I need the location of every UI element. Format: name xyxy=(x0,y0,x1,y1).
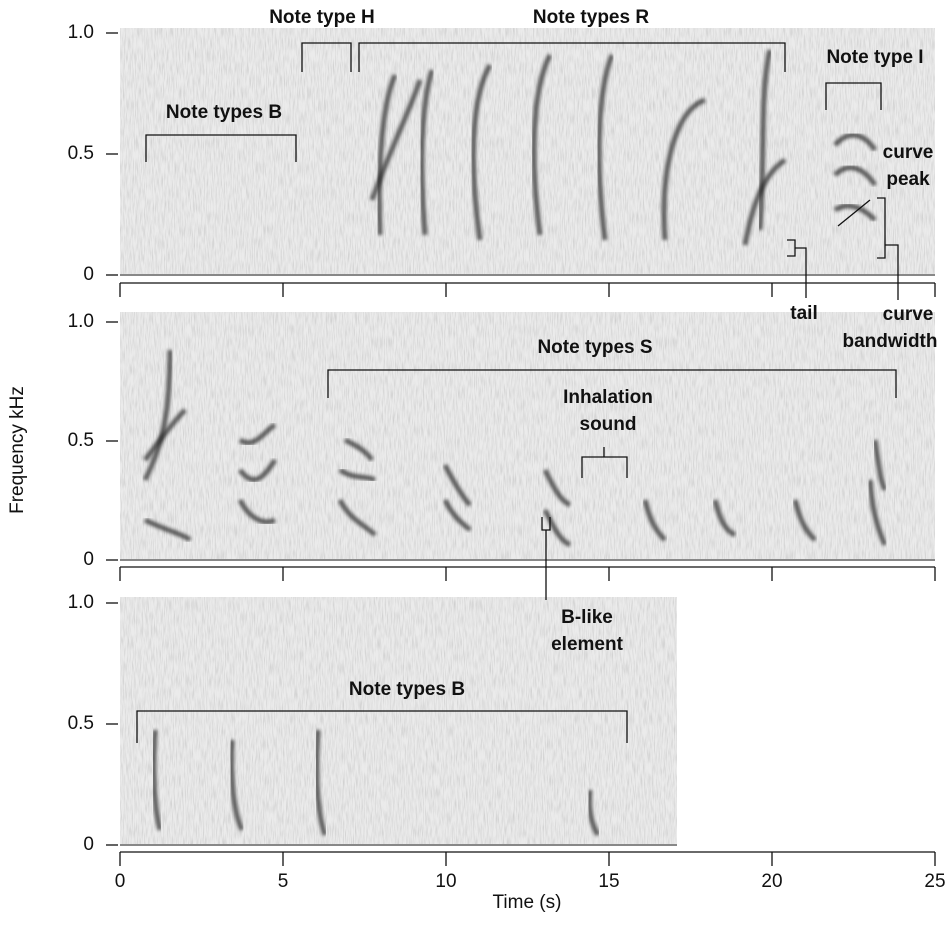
spectrogram-streak xyxy=(238,458,278,483)
spectrogram-streak xyxy=(442,498,472,532)
annotation: Note types B xyxy=(166,102,282,123)
annotation: Note types S xyxy=(537,337,652,358)
annotation: Note types R xyxy=(533,7,649,28)
spectrogram-streak xyxy=(338,467,377,483)
bracket xyxy=(136,710,628,743)
annotation: element xyxy=(551,634,623,655)
spectrogram-streak xyxy=(376,74,398,236)
spectrogram-streak xyxy=(833,203,877,222)
x-tick-label: 25 xyxy=(924,871,945,892)
spectrogram-noise xyxy=(120,597,677,845)
spectrogram-streak xyxy=(369,79,423,201)
bracket xyxy=(301,42,352,72)
spectrogram-streak xyxy=(833,165,878,187)
spectrograms xyxy=(120,28,935,846)
spectrogram-streak xyxy=(151,729,163,831)
annotation: B-like xyxy=(561,607,613,628)
y-tick-label: 0.5 xyxy=(68,143,94,164)
bracket xyxy=(145,134,297,162)
spectrogram-streak xyxy=(712,499,737,538)
annotation-brackets xyxy=(136,42,899,743)
annotation: Note type I xyxy=(826,47,923,68)
spectrogram-streak xyxy=(757,49,773,231)
spectrogram-streak xyxy=(872,439,888,492)
annotation: sound xyxy=(580,414,637,435)
y-tick-label: 0 xyxy=(83,834,94,855)
spectrogram-streak xyxy=(867,479,888,547)
spectrogram-streak xyxy=(596,54,615,241)
spectrogram-streak xyxy=(314,729,328,836)
bracket xyxy=(787,239,807,298)
annotation: curve xyxy=(883,304,934,325)
spectrogram-streak xyxy=(470,63,493,241)
annotation: bandwidth xyxy=(843,331,938,352)
spectrogram-noise xyxy=(120,28,935,275)
x-tick-label: 5 xyxy=(278,871,289,892)
spectrogram-streak xyxy=(143,517,192,542)
spectrogram-noise xyxy=(120,312,935,560)
spectrogram-streak xyxy=(343,437,375,462)
y-axis-label: Frequency kHz xyxy=(7,386,28,514)
y-tick-label: 0.5 xyxy=(68,430,94,451)
y-tick-label: 1.0 xyxy=(68,592,94,613)
y-tick-label: 0.5 xyxy=(68,713,94,734)
spectrogram-streak xyxy=(531,53,553,236)
annotation: curve xyxy=(883,142,934,163)
spectrogram-streak xyxy=(587,789,601,837)
spectrogram-streak xyxy=(542,468,572,508)
bracket xyxy=(825,82,882,110)
bracket xyxy=(581,447,628,478)
x-tick-label: 10 xyxy=(435,871,456,892)
annotation: Inhalation xyxy=(563,387,653,408)
spectrogram-streak xyxy=(661,97,706,241)
annotation: peak xyxy=(886,169,930,190)
spectrogram-streak xyxy=(442,463,472,507)
x-tick-label: 15 xyxy=(598,871,619,892)
bracket xyxy=(877,197,899,300)
spectrogram-streak xyxy=(833,132,878,152)
spectrogram-streak xyxy=(337,498,377,537)
spectrogram-streak xyxy=(229,739,245,832)
bracket xyxy=(358,42,786,72)
annotation: Note types B xyxy=(349,679,465,700)
pointer xyxy=(837,199,871,227)
spectrogram-streak xyxy=(792,499,817,542)
spectrogram-streak xyxy=(419,69,435,236)
x-axis-label: Time (s) xyxy=(493,892,562,913)
spectrogram-streak xyxy=(238,422,277,446)
spectrogram-streak xyxy=(237,498,277,525)
spectrogram-streak xyxy=(542,508,572,548)
x-tick-label: 0 xyxy=(115,871,126,892)
annotation: tail xyxy=(790,303,817,324)
y-tick-label: 1.0 xyxy=(68,22,94,43)
y-tick-label: 0 xyxy=(83,264,94,285)
bracket xyxy=(541,517,551,600)
annotation: Note type H xyxy=(269,7,375,28)
x-tick-label: 20 xyxy=(761,871,782,892)
bracket xyxy=(327,369,897,398)
spectrogram-streak xyxy=(642,499,667,542)
spectrogram-streak xyxy=(143,408,187,462)
y-tick-label: 0 xyxy=(83,549,94,570)
y-tick-label: 1.0 xyxy=(68,311,94,332)
spectrogram-streak xyxy=(142,349,173,482)
